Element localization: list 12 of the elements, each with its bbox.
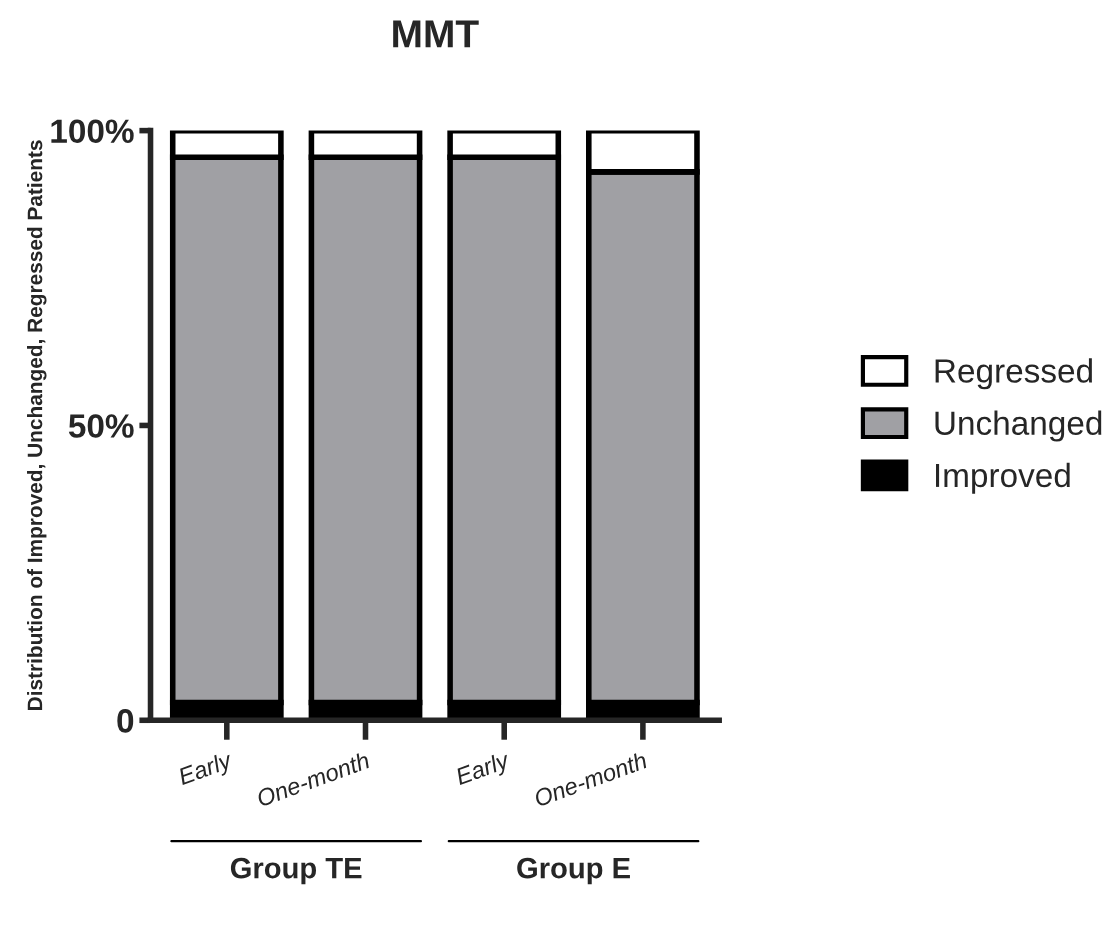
legend-label: Regressed — [935, 358, 1092, 390]
chart-title: MMT — [393, 20, 479, 48]
x-tick-label: Early — [454, 750, 513, 790]
x-tick-label: Early — [176, 750, 236, 790]
text: Group E — [517, 857, 630, 885]
legend-label: Improved — [935, 462, 1070, 494]
y-tick-label: 100% — [51, 119, 134, 144]
y-axis-title: Distribution of Improved, Unchanged, Regressed Patients — [27, 140, 47, 710]
y-tick-label: 50% — [68, 414, 134, 438]
text: Group TE — [230, 857, 362, 885]
legend-label: Unchanged — [935, 410, 1102, 442]
y-tick-label: 0 — [117, 709, 134, 733]
